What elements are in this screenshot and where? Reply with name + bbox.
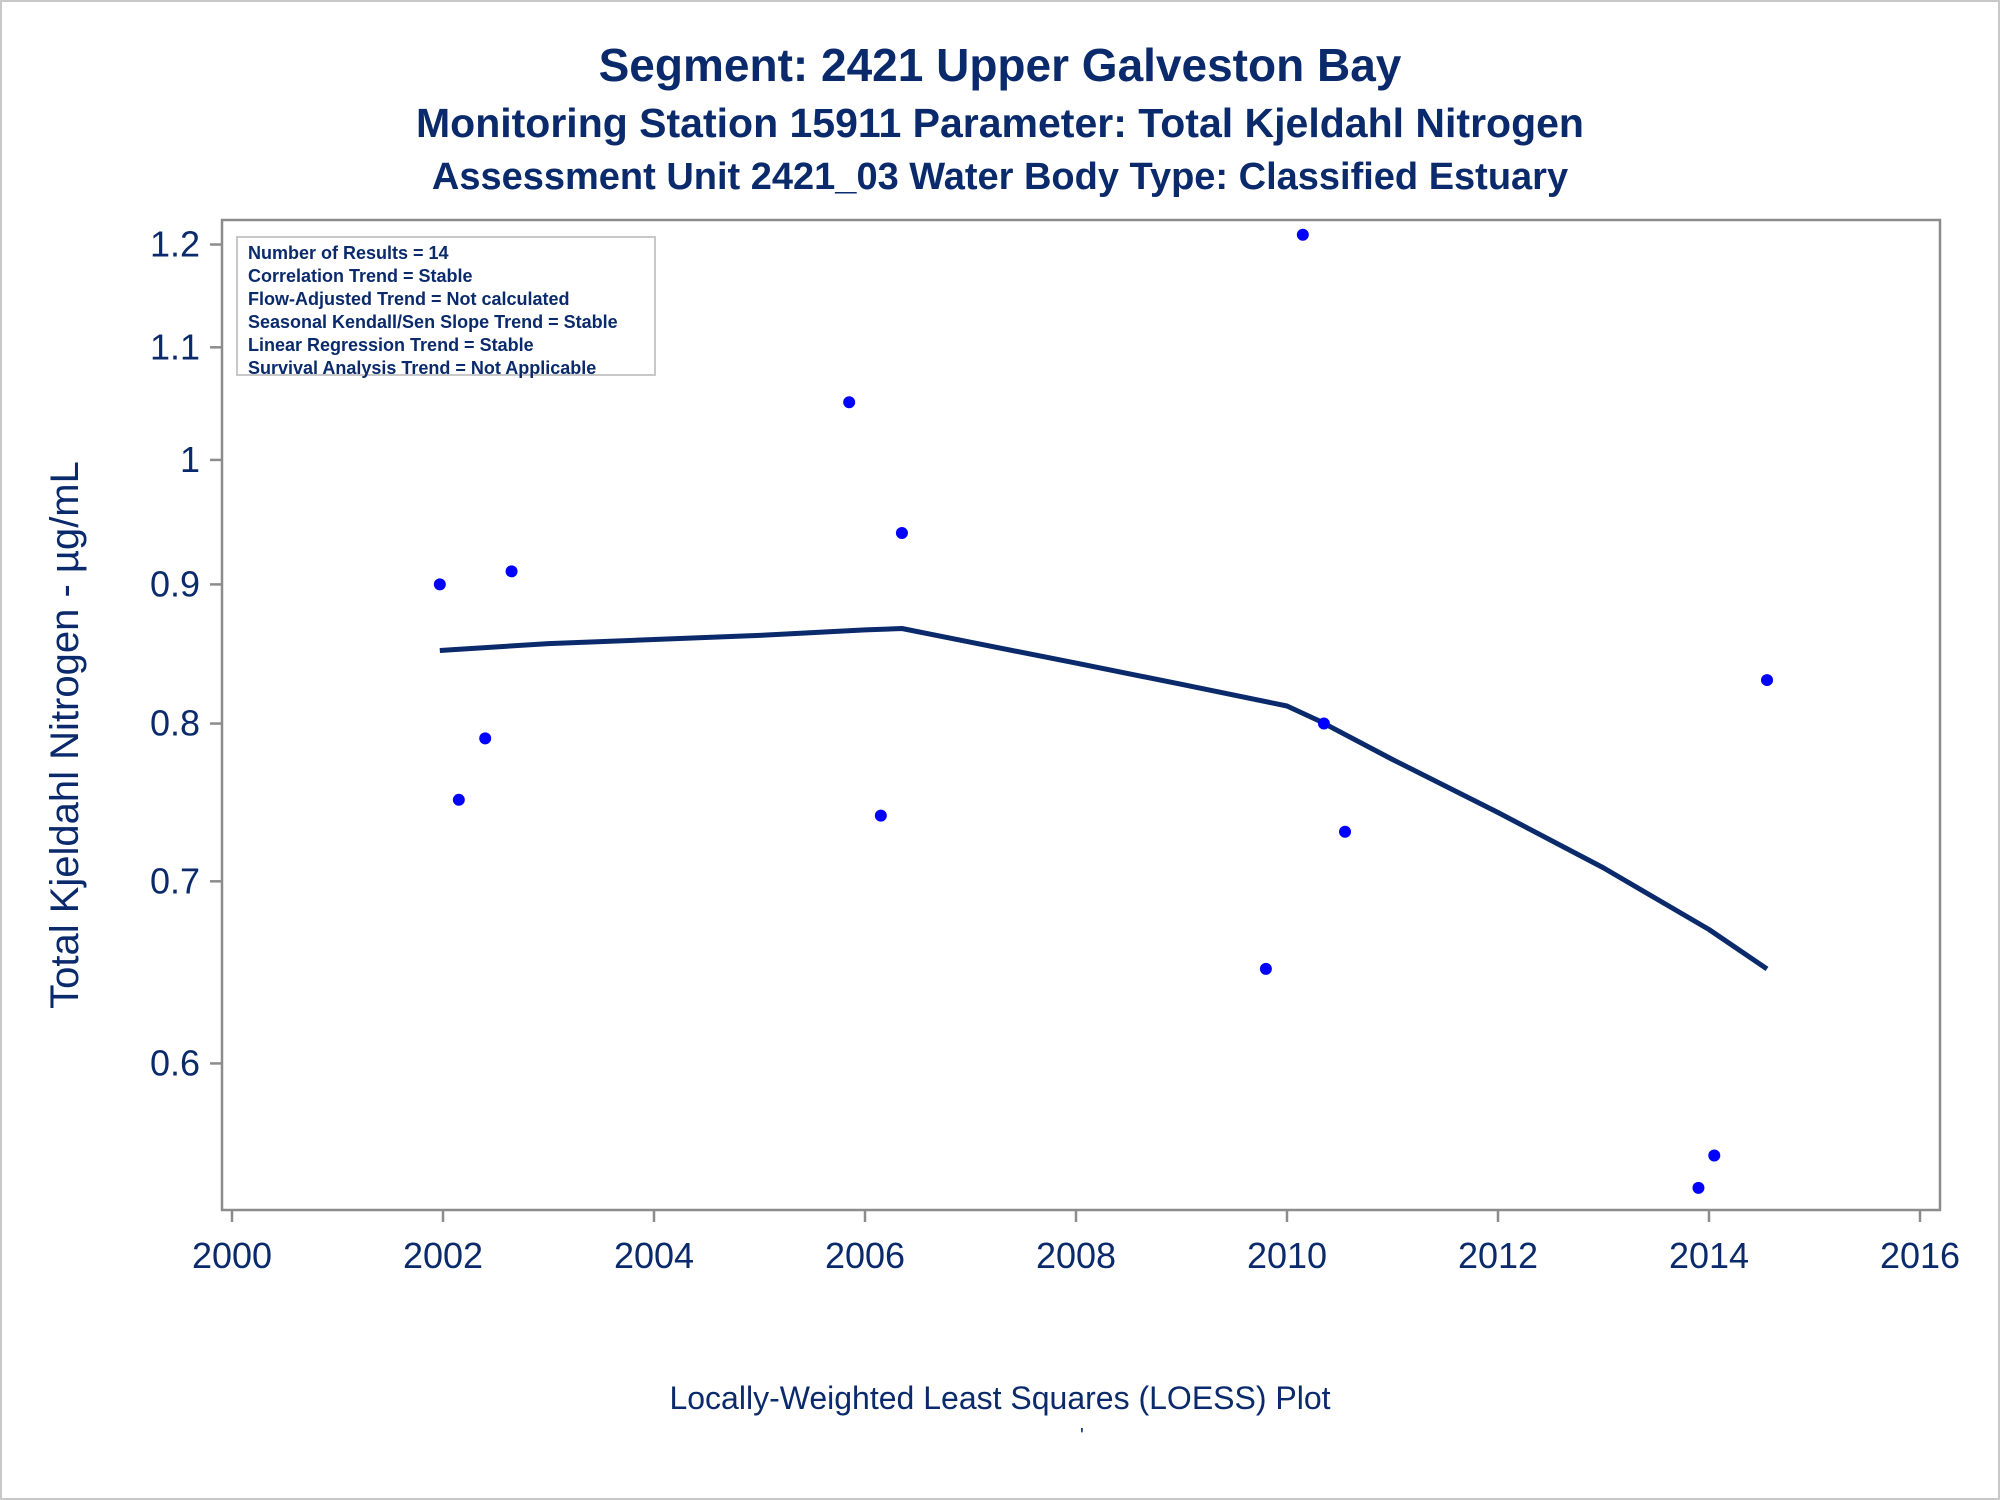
data-point <box>1692 1181 1705 1194</box>
x-tick-label: 2002 <box>403 1235 483 1276</box>
x-tick-label: 2004 <box>614 1235 694 1276</box>
y-tick-label: 1 <box>180 439 200 480</box>
y-tick-label: 0.7 <box>150 860 200 901</box>
chart-subtitle: Monitoring Station 15911 Parameter: Tota… <box>416 100 1584 146</box>
y-tick-label: 1.2 <box>150 224 200 265</box>
y-tick-label: 0.6 <box>150 1042 200 1083</box>
y-tick-label: 1.1 <box>150 326 200 367</box>
chart-title: Segment: 2421 Upper Galveston Bay <box>598 39 1402 91</box>
x-axis: 2000 2002 2004 2006 2008 2010 2012 2014 2016 <box>192 1210 1960 1276</box>
data-point <box>1317 717 1330 730</box>
data-point <box>843 396 856 409</box>
y-tick-label: 0.9 <box>150 563 200 604</box>
data-points <box>433 228 1774 1194</box>
x-tick-label: 2010 <box>1247 1235 1327 1276</box>
y-axis-label: Total Kjeldahl Nitrogen - µg/mL <box>43 461 87 1009</box>
data-point <box>1259 962 1272 975</box>
y-tick-label: 0.8 <box>150 703 200 744</box>
stat-line: Flow-Adjusted Trend = Not calculated <box>248 289 570 309</box>
footnote-mark: ' <box>1080 1425 1084 1447</box>
x-axis-label: Locally-Weighted Least Squares (LOESS) P… <box>669 1380 1331 1416</box>
stat-line: Correlation Trend = Stable <box>248 266 473 286</box>
stat-line: Number of Results = 14 <box>248 243 449 263</box>
x-tick-label: 2006 <box>825 1235 905 1276</box>
x-tick-label: 2012 <box>1458 1235 1538 1276</box>
x-tick-label: 2008 <box>1036 1235 1116 1276</box>
data-point <box>433 578 446 591</box>
x-tick-label: 2014 <box>1669 1235 1749 1276</box>
x-tick-label: 2016 <box>1880 1235 1960 1276</box>
data-point <box>505 565 518 578</box>
data-point <box>452 793 465 806</box>
data-point <box>479 732 492 745</box>
trend-stats-box: Number of Results = 14 Correlation Trend… <box>236 236 656 378</box>
data-point <box>1296 228 1309 241</box>
data-point <box>895 527 908 540</box>
data-point <box>1761 674 1774 687</box>
data-point <box>874 809 887 822</box>
y-axis: 0.6 0.7 0.8 0.9 1 1.1 1.2 <box>150 224 222 1083</box>
stat-line: Linear Regression Trend = Stable <box>248 335 534 355</box>
stat-line: Seasonal Kendall/Sen Slope Trend = Stabl… <box>248 312 618 332</box>
plot-area <box>220 218 1942 1212</box>
stat-line: Survival Analysis Trend = Not Applicable <box>248 358 597 378</box>
x-tick-label: 2000 <box>192 1235 272 1276</box>
loess-line <box>439 626 1769 971</box>
data-point <box>1708 1149 1721 1162</box>
chart-subtitle-2: Assessment Unit 2421_03 Water Body Type:… <box>431 156 1569 198</box>
data-point <box>1339 825 1352 838</box>
